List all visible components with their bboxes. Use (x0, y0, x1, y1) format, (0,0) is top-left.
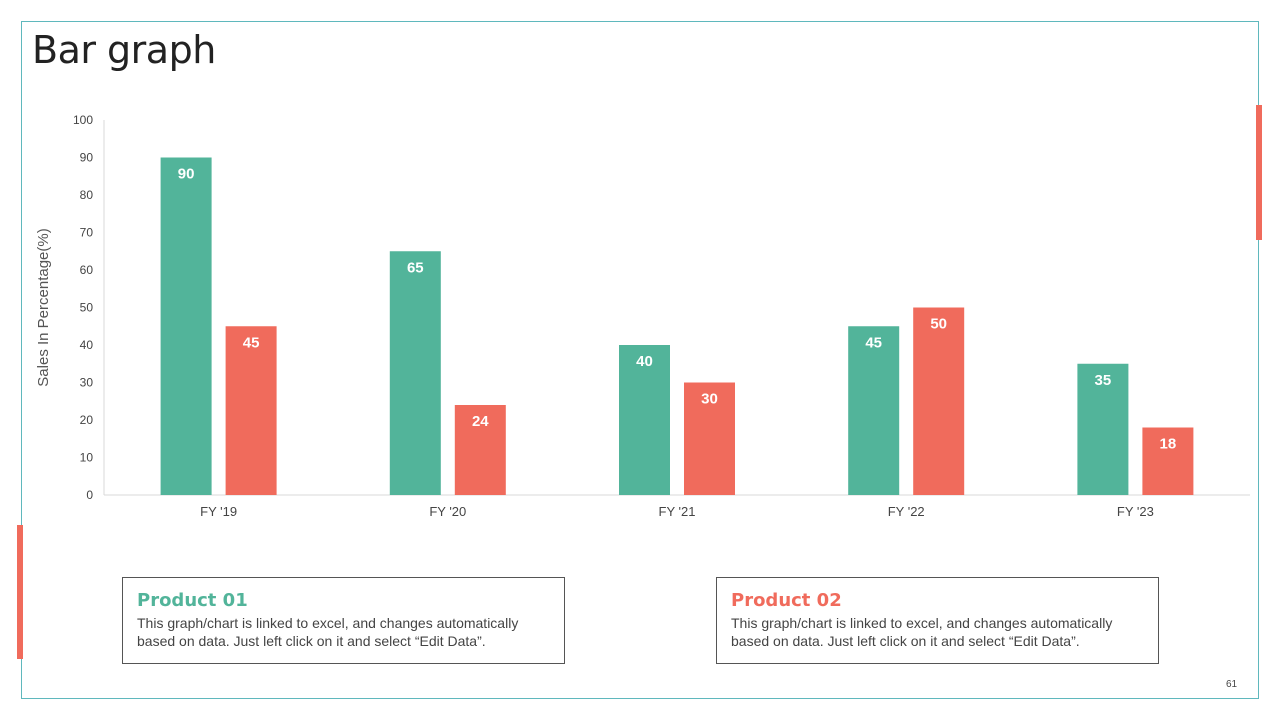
accent-bar-right (1256, 105, 1262, 240)
bar-product-01 (160, 157, 212, 495)
product-01-title: Product 01 (137, 590, 248, 611)
product-02-title: Product 02 (731, 590, 842, 611)
data-label-product-01: 90 (178, 166, 195, 183)
y-tick-label: 0 (86, 488, 93, 502)
data-label-product-01: 65 (407, 259, 424, 276)
bar-product-02 (913, 307, 965, 495)
product-01-description: This graph/chart is linked to excel, and… (137, 615, 519, 649)
data-label-product-01: 45 (865, 334, 882, 351)
product-02-card: Product 02 This graph/chart is linked to… (716, 577, 1159, 664)
data-label-product-02: 24 (472, 413, 489, 430)
y-tick-label: 80 (80, 188, 94, 202)
y-tick-label: 30 (80, 376, 94, 390)
y-tick-label: 100 (73, 113, 93, 127)
product-01-card: Product 01 This graph/chart is linked to… (122, 577, 565, 664)
y-tick-label: 10 (80, 451, 94, 465)
y-tick-label: 70 (80, 226, 94, 240)
y-tick-label: 60 (80, 263, 94, 277)
bar-product-02 (225, 326, 277, 495)
page-title: Bar graph (32, 28, 216, 72)
bar-product-02 (684, 382, 735, 495)
bar-product-01 (1077, 363, 1129, 495)
data-label-product-02: 45 (243, 334, 260, 351)
y-tick-label: 40 (80, 338, 94, 352)
data-label-product-02: 30 (701, 391, 718, 408)
slide-frame (21, 21, 1259, 699)
y-tick-label: 90 (80, 151, 94, 165)
y-tick-label: 20 (80, 413, 94, 427)
x-tick-label: FY '19 (200, 504, 237, 519)
y-axis-label: Sales In Percentage(%) (35, 228, 52, 386)
product-02-description: This graph/chart is linked to excel, and… (731, 615, 1113, 649)
page-number: 61 (1226, 679, 1238, 690)
bar-product-02 (1142, 427, 1194, 495)
x-tick-label: FY '23 (1117, 504, 1154, 519)
x-tick-label: FY '20 (429, 504, 466, 519)
x-tick-label: FY '21 (659, 504, 696, 519)
data-label-product-01: 35 (1095, 372, 1112, 389)
bar-product-02 (454, 405, 506, 495)
y-tick-label: 50 (80, 301, 94, 315)
x-tick-label: FY '22 (888, 504, 925, 519)
data-label-product-02: 18 (1160, 436, 1177, 453)
bar-product-01 (848, 326, 900, 495)
bar-product-01 (619, 345, 670, 495)
data-label-product-02: 50 (930, 316, 947, 333)
data-label-product-01: 40 (636, 353, 653, 370)
bar-product-01 (389, 251, 441, 495)
accent-bar-left (17, 525, 23, 659)
